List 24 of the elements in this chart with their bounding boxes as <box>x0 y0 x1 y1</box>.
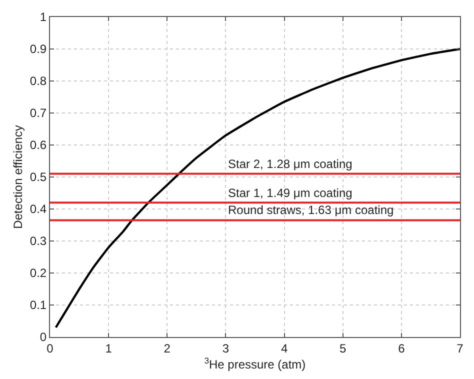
y-tick-label: 0.8 <box>30 74 47 88</box>
ref-line-label: Star 1, 1.49 μm coating <box>228 186 352 200</box>
y-tick-label: 0 <box>40 330 47 344</box>
y-tick-label: 0.7 <box>30 106 47 120</box>
x-tick-label: 3 <box>222 341 230 356</box>
y-tick-label: 0.5 <box>30 170 47 184</box>
line-series <box>54 48 460 328</box>
x-tick-label: 5 <box>340 341 347 356</box>
y-tick-label: 0.6 <box>30 138 47 152</box>
x-tick-label: 6 <box>398 341 406 356</box>
y-tick-label: 0.2 <box>30 266 47 280</box>
x-tick-label: 7 <box>456 341 464 356</box>
y-tick-label: 0.9 <box>30 42 47 56</box>
y-tick-label: 0.3 <box>30 234 47 248</box>
ref-line-label: Star 2, 1.28 μm coating <box>228 157 352 171</box>
x-tick-label: 1 <box>105 341 112 356</box>
y-tick-label: 0.1 <box>30 298 47 312</box>
x-tick-label: 2 <box>164 341 171 356</box>
y-tick-label: 1 <box>40 10 47 24</box>
x-axis-title: $^{3}$He pressure (atm) <box>204 355 306 372</box>
y-tick-label: 0.4 <box>30 202 47 216</box>
y-axis-title: Detection efficiency <box>11 125 26 229</box>
x-tick-label: 4 <box>280 341 288 356</box>
ref-line-label: Round straws, 1.63 μm coating <box>228 203 394 217</box>
